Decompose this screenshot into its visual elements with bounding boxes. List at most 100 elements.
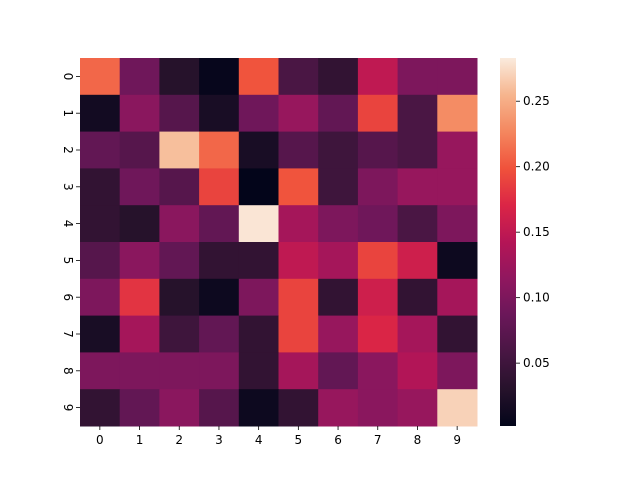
x-tick-label: 3: [215, 433, 223, 447]
y-tick-label: 7: [61, 330, 75, 338]
heatmap-cell: [397, 278, 438, 317]
heatmap-cell: [119, 131, 160, 169]
heatmap-cell: [80, 315, 121, 353]
heatmap-cell: [199, 315, 240, 353]
heatmap-cell: [159, 168, 200, 206]
x-tick-label: 9: [453, 433, 461, 447]
heatmap-cell: [159, 58, 200, 96]
heatmap-cell: [199, 94, 240, 133]
heatmap-cell: [397, 389, 438, 427]
colorbar-tick-label: 0.25: [523, 94, 550, 108]
heatmap-cell: [238, 278, 279, 317]
y-axis: 0 1 2 3 4 5 6 7 8 9: [61, 73, 80, 411]
heatmap-cell: [278, 352, 319, 390]
heatmap-cell: [119, 58, 160, 96]
heatmap-cell: [199, 58, 240, 96]
heatmap-cell: [159, 131, 200, 169]
heatmap-cell: [357, 389, 399, 427]
heatmap-cell: [437, 278, 478, 317]
heatmap-cell: [437, 389, 478, 427]
heatmap-cell: [357, 278, 399, 317]
y-tick-label: 4: [61, 220, 75, 228]
y-tick-label: 0: [61, 73, 75, 81]
heatmap-cell: [80, 94, 121, 133]
heatmap-cell: [397, 205, 438, 243]
heatmap-cell: [318, 278, 359, 317]
heatmap-cell: [199, 278, 240, 317]
heatmap-cell: [238, 168, 279, 206]
heatmap-cell: [199, 352, 240, 390]
heatmap-cell: [397, 168, 438, 206]
heatmap-cell: [119, 278, 160, 317]
heatmap-cell: [397, 315, 438, 353]
heatmap-cell: [437, 168, 478, 206]
heatmap-cell: [357, 242, 399, 280]
heatmap-cell: [397, 352, 438, 390]
heatmap-cell: [238, 131, 279, 169]
x-tick-label: 4: [255, 433, 263, 447]
heatmap-cell: [80, 389, 121, 427]
x-tick-label: 5: [295, 433, 303, 447]
heatmap-cell: [437, 131, 478, 169]
heatmap-cell: [199, 131, 240, 169]
heatmap-cell: [119, 242, 160, 280]
heatmap-cell: [199, 168, 240, 206]
heatmap-cell: [80, 58, 121, 96]
heatmap-cell: [278, 131, 319, 169]
heatmap-cells: [80, 58, 478, 427]
heatmap-cell: [397, 131, 438, 169]
heatmap-cell: [397, 58, 438, 96]
heatmap-cell: [318, 205, 359, 243]
heatmap-cell: [159, 389, 200, 427]
y-tick-label: 8: [61, 367, 75, 375]
heatmap-cell: [278, 315, 319, 353]
x-tick-label: 8: [414, 433, 422, 447]
heatmap-cell: [159, 352, 200, 390]
colorbar-tick-label: 0.20: [523, 160, 550, 174]
heatmap-cell: [238, 352, 279, 390]
heatmap-cell: [199, 389, 240, 427]
heatmap-cell: [278, 58, 319, 96]
heatmap-cell: [357, 131, 399, 169]
y-tick-label: 5: [61, 257, 75, 265]
heatmap-cell: [357, 315, 399, 353]
heatmap-cell: [278, 278, 319, 317]
colorbar-tick-label: 0.15: [523, 225, 550, 239]
y-tick-label: 1: [61, 109, 75, 117]
heatmap-cell: [278, 94, 319, 133]
heatmap-cell: [119, 168, 160, 206]
heatmap-cell: [437, 242, 478, 280]
heatmap-cell: [278, 242, 319, 280]
heatmap-cell: [278, 389, 319, 427]
heatmap-cell: [357, 58, 399, 96]
x-tick-label: 0: [96, 433, 104, 447]
y-tick-label: 3: [61, 183, 75, 191]
heatmap-cell: [238, 94, 279, 133]
heatmap-cell: [318, 58, 359, 96]
heatmap-cell: [437, 205, 478, 243]
heatmap-cell: [159, 205, 200, 243]
heatmap-cell: [318, 168, 359, 206]
heatmap-cell: [238, 205, 279, 243]
x-tick-label: 1: [136, 433, 144, 447]
colorbar-gradient: [500, 58, 516, 426]
heatmap-cell: [80, 278, 121, 317]
heatmap-cell: [357, 168, 399, 206]
heatmap-cell: [119, 205, 160, 243]
x-axis: 0 1 2 3 4 5 6 7 8 9: [96, 426, 461, 447]
heatmap-cell: [278, 205, 319, 243]
colorbar-tick-label: 0.10: [523, 291, 550, 305]
heatmap-cell: [357, 352, 399, 390]
heatmap-cell: [318, 131, 359, 169]
heatmap-cell: [318, 315, 359, 353]
heatmap-cell: [278, 168, 319, 206]
heatmap-cell: [119, 315, 160, 353]
heatmap-cell: [318, 389, 359, 427]
heatmap-cell: [437, 94, 478, 133]
heatmap-cell: [318, 242, 359, 280]
heatmap-cell: [238, 58, 279, 96]
heatmap-cell: [318, 352, 359, 390]
heatmap-cell: [80, 242, 121, 280]
heatmap-cell: [357, 205, 399, 243]
